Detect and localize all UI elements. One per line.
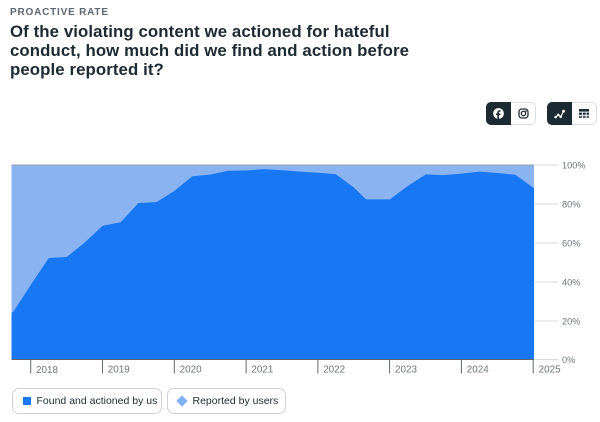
svg-text:2019: 2019 — [108, 365, 130, 376]
svg-text:2018: 2018 — [36, 365, 58, 376]
svg-text:40%: 40% — [562, 278, 580, 288]
svg-text:2024: 2024 — [467, 365, 489, 376]
svg-text:2023: 2023 — [395, 365, 417, 376]
svg-text:100%: 100% — [562, 161, 586, 171]
svg-text:20%: 20% — [562, 317, 580, 327]
svg-text:2022: 2022 — [323, 365, 345, 376]
svg-text:2020: 2020 — [180, 365, 202, 376]
svg-text:0%: 0% — [562, 355, 575, 365]
svg-text:80%: 80% — [562, 200, 580, 210]
svg-text:2021: 2021 — [251, 365, 273, 376]
svg-text:60%: 60% — [562, 239, 580, 249]
svg-text:2025: 2025 — [539, 365, 561, 376]
